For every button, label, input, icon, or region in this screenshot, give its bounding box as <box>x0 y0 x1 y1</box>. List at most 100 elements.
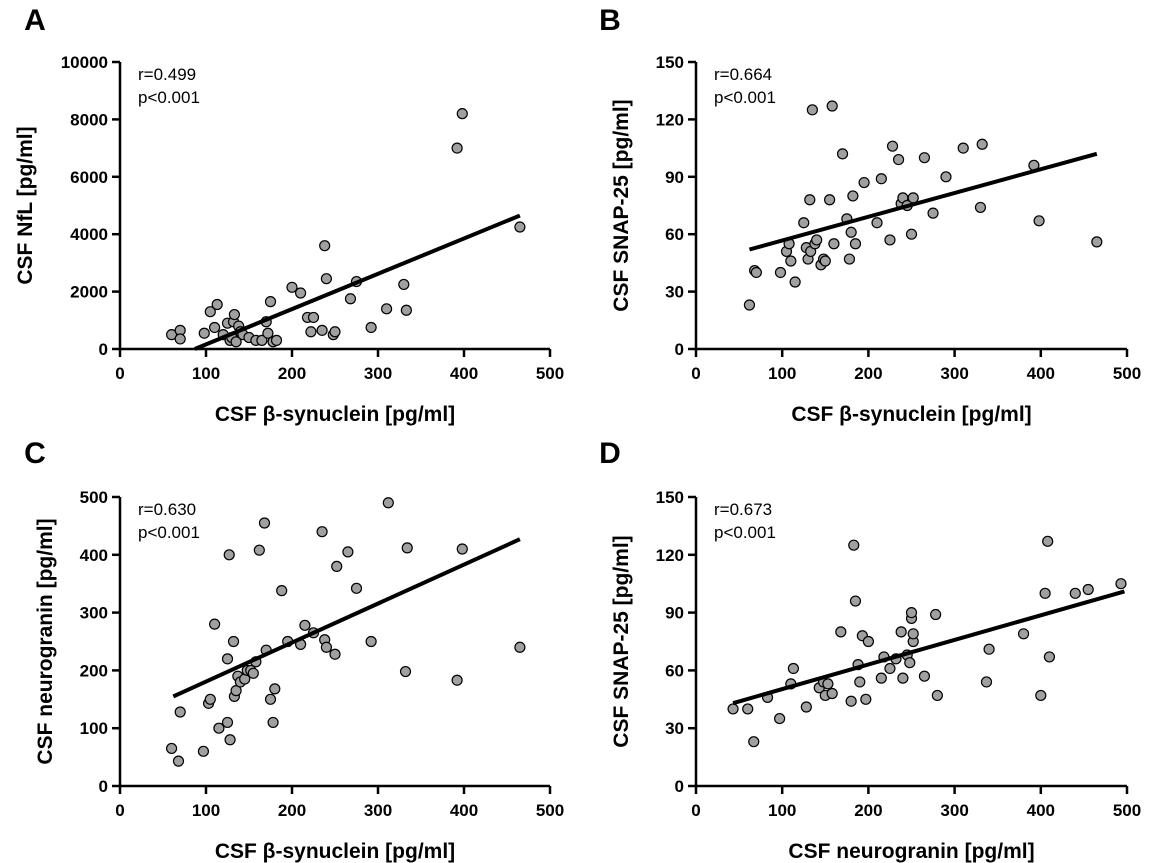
data-point <box>800 701 812 713</box>
data-point <box>907 192 919 204</box>
data-point <box>270 334 283 346</box>
data-point <box>785 255 797 267</box>
data-point <box>204 306 216 318</box>
x-tick-label: 100 <box>768 364 796 383</box>
data-point <box>845 695 857 707</box>
regression-line <box>194 213 521 351</box>
data-point <box>286 281 298 293</box>
data-point <box>858 176 870 189</box>
y-tick-label: 90 <box>665 604 684 623</box>
data-point <box>172 755 185 767</box>
data-point <box>849 238 862 250</box>
data-point <box>451 142 463 154</box>
x-tick-label: 500 <box>1113 364 1141 383</box>
y-tick-label: 30 <box>665 283 684 302</box>
y-tick-label: 300 <box>80 604 108 623</box>
data-point <box>329 326 341 338</box>
x-tick-label: 400 <box>1027 364 1055 383</box>
y-tick-label: 0 <box>675 777 684 796</box>
p-value-label: p<0.001 <box>714 523 776 542</box>
data-point <box>256 334 268 346</box>
data-point <box>514 641 526 653</box>
data-point <box>365 635 377 648</box>
data-point <box>1017 628 1030 640</box>
data-point <box>174 706 186 718</box>
data-point <box>860 693 872 705</box>
data-point <box>847 190 859 202</box>
y-tick-label: 2000 <box>70 283 108 302</box>
data-point <box>789 276 801 288</box>
x-tick-label: 400 <box>450 364 478 383</box>
panel-d: D 0 100 200 300 400 500 0 30 60 90 120 150 CSF neurog… <box>599 437 1141 863</box>
panel-letter: A <box>24 4 46 37</box>
data-point <box>884 234 896 246</box>
data-point <box>824 194 836 206</box>
data-point <box>849 595 862 607</box>
data-point <box>875 672 887 684</box>
data-point <box>875 173 887 185</box>
data-point <box>798 217 810 229</box>
x-tick-label: 500 <box>536 801 564 820</box>
data-point <box>742 703 754 715</box>
data-point <box>905 228 918 240</box>
data-point <box>209 321 221 334</box>
x-tick-label: 300 <box>364 801 392 820</box>
data-point <box>381 303 393 315</box>
regression-line <box>748 151 1098 252</box>
data-point <box>267 716 279 729</box>
data-point <box>804 194 816 206</box>
x-tick-label: 400 <box>1027 801 1055 820</box>
data-point <box>907 628 919 640</box>
data-point <box>895 626 907 638</box>
data-point <box>398 278 410 291</box>
panel-c: C 0 100 200 300 400 500 0 100 200 300 400 500 CSF β-s… <box>24 437 564 863</box>
data-point <box>198 327 210 339</box>
data-point <box>166 742 178 755</box>
y-tick-label: 120 <box>656 110 684 129</box>
data-point <box>905 606 918 619</box>
y-tick-label: 90 <box>665 168 684 187</box>
data-point <box>787 662 800 675</box>
data-point <box>320 273 332 285</box>
data-point <box>1069 587 1081 599</box>
data-point <box>750 266 762 279</box>
data-point <box>862 635 875 648</box>
data-point <box>871 217 883 229</box>
y-tick-label: 8000 <box>70 110 108 129</box>
data-point <box>836 148 849 160</box>
data-point <box>826 687 838 700</box>
data-point <box>940 171 952 183</box>
y-axis-title: CSF SNAP-25 [pg/ml] <box>610 535 633 747</box>
data-point <box>727 703 739 715</box>
p-value-label: p<0.001 <box>138 88 200 107</box>
data-point <box>456 543 468 555</box>
data-point <box>845 226 857 238</box>
data-point <box>228 308 240 321</box>
data-point <box>174 333 186 345</box>
data-point <box>819 255 831 267</box>
data-point <box>224 734 236 746</box>
data-point <box>514 221 526 233</box>
x-tick-label: 500 <box>1113 801 1141 820</box>
x-tick-label: 0 <box>115 801 124 820</box>
x-tick-label: 400 <box>450 801 478 820</box>
x-tick-label: 200 <box>854 801 882 820</box>
data-point <box>227 635 240 648</box>
y-axis-title: CSF SNAP-25 [pg/ml] <box>610 99 633 311</box>
data-point <box>342 546 354 558</box>
x-tick-label: 200 <box>278 801 306 820</box>
y-axis-title: CSF NfL [pg/ml] <box>14 126 37 284</box>
data-point <box>980 676 993 688</box>
data-point <box>211 298 223 311</box>
data-point <box>382 497 394 509</box>
data-point <box>258 517 271 529</box>
y-tick-label: 150 <box>656 53 684 72</box>
data-point <box>957 142 969 154</box>
data-point <box>269 683 281 695</box>
y-tick-label: 120 <box>656 546 684 565</box>
x-tick-label: 300 <box>364 364 392 383</box>
data-point <box>400 304 412 316</box>
data-point <box>316 324 328 336</box>
data-point <box>1035 689 1047 702</box>
data-point <box>806 104 818 116</box>
